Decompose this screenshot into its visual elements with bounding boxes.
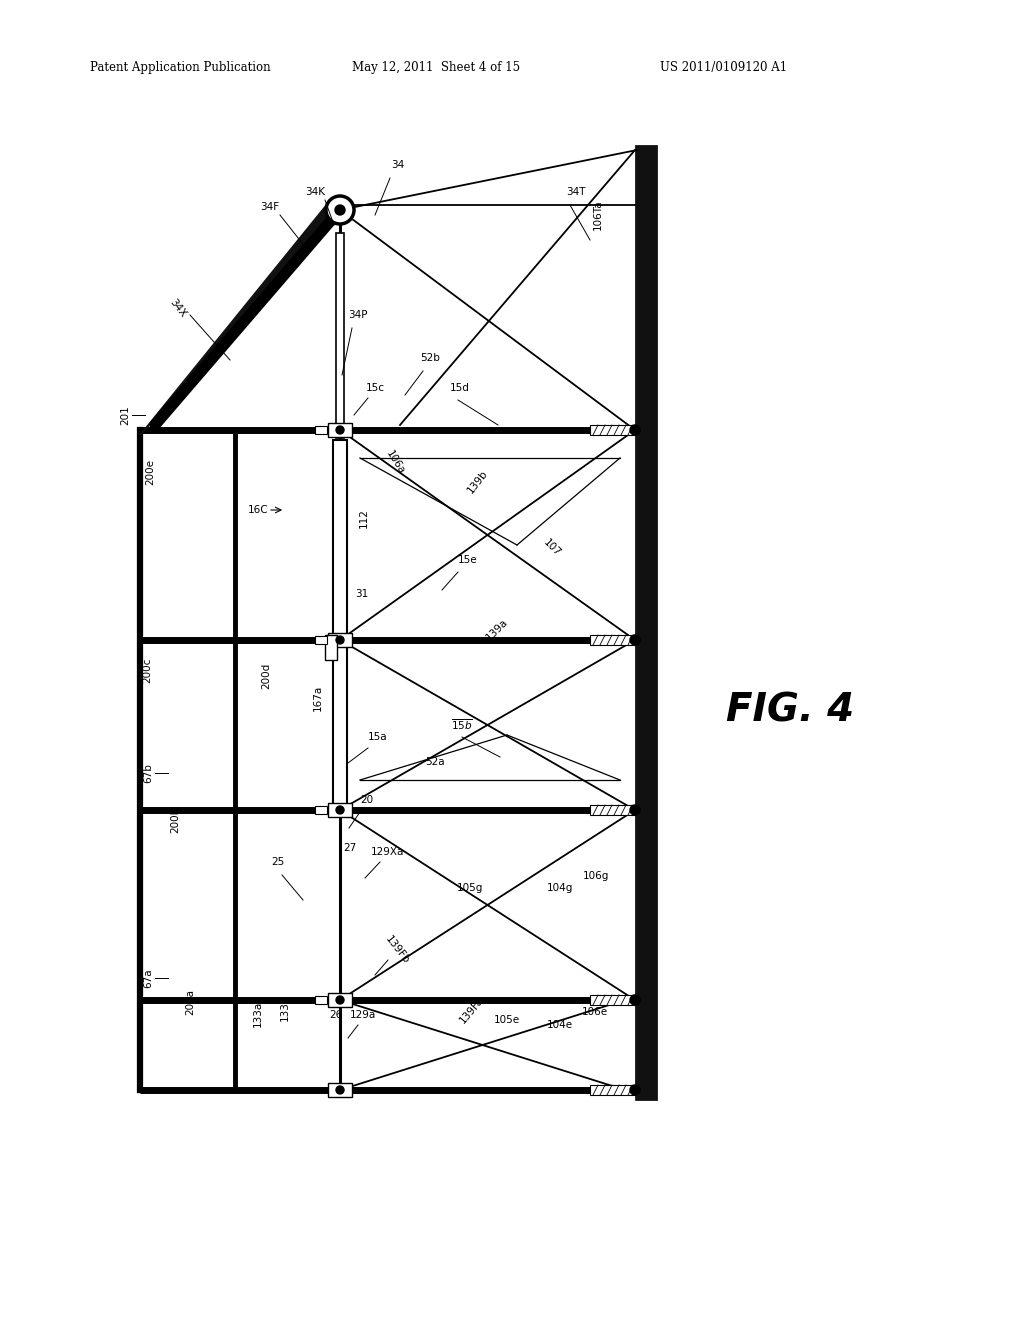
Text: 200c: 200c xyxy=(142,657,152,682)
Bar xyxy=(590,805,635,814)
Circle shape xyxy=(336,636,344,644)
Text: $\overline{15b}$: $\overline{15b}$ xyxy=(452,718,473,733)
Text: 15e: 15e xyxy=(458,554,478,565)
Text: 139a: 139a xyxy=(484,618,510,643)
Text: 67a: 67a xyxy=(143,968,153,987)
Bar xyxy=(590,635,635,645)
Circle shape xyxy=(630,1085,640,1096)
Text: 67b: 67b xyxy=(143,763,153,783)
Text: 200b: 200b xyxy=(170,807,180,833)
Text: 105e: 105e xyxy=(494,1015,520,1026)
Text: 107: 107 xyxy=(542,537,562,558)
Circle shape xyxy=(630,635,640,645)
Text: 34K: 34K xyxy=(305,187,325,197)
Circle shape xyxy=(630,805,640,814)
Text: 167a: 167a xyxy=(313,685,323,711)
Text: 34P: 34P xyxy=(348,310,368,319)
Bar xyxy=(328,634,352,647)
Text: 106e: 106e xyxy=(582,1007,608,1016)
Text: 34T: 34T xyxy=(566,187,586,197)
Text: 15a: 15a xyxy=(369,733,388,742)
Text: 106Ta: 106Ta xyxy=(593,199,603,230)
Polygon shape xyxy=(140,198,340,436)
Text: 31: 31 xyxy=(355,589,369,599)
Bar xyxy=(590,1085,635,1096)
Text: 20: 20 xyxy=(360,795,374,805)
Text: FIG. 4: FIG. 4 xyxy=(726,690,854,729)
Text: 139b: 139b xyxy=(466,469,490,495)
Text: 15d: 15d xyxy=(451,383,470,393)
Text: 129Xa: 129Xa xyxy=(371,847,403,857)
Bar xyxy=(315,636,327,644)
Text: 200a: 200a xyxy=(185,989,195,1015)
Text: 52b: 52b xyxy=(420,352,440,363)
Bar xyxy=(333,440,347,805)
Bar xyxy=(315,807,327,814)
Circle shape xyxy=(630,995,640,1005)
Text: 105g: 105g xyxy=(457,883,483,894)
Text: Patent Application Publication: Patent Application Publication xyxy=(90,62,270,74)
Text: 27: 27 xyxy=(343,843,356,853)
Bar xyxy=(590,995,635,1005)
Text: 104g: 104g xyxy=(547,883,573,894)
Text: 112: 112 xyxy=(359,508,369,528)
Bar xyxy=(590,425,635,436)
Text: US 2011/0109120 A1: US 2011/0109120 A1 xyxy=(660,62,787,74)
Bar xyxy=(635,145,657,1100)
Text: 200d: 200d xyxy=(261,663,271,689)
Text: 201: 201 xyxy=(120,405,130,425)
Text: 106a: 106a xyxy=(384,449,407,475)
Bar xyxy=(315,426,327,434)
Text: 139Fa: 139Fa xyxy=(458,995,485,1026)
Text: 133b: 133b xyxy=(280,995,290,1022)
Text: 139Fb: 139Fb xyxy=(383,935,411,966)
Text: 34X: 34X xyxy=(168,297,188,319)
Text: 26: 26 xyxy=(330,1010,343,1020)
Circle shape xyxy=(630,425,640,436)
Bar xyxy=(328,993,352,1007)
Text: 106g: 106g xyxy=(583,871,609,880)
Circle shape xyxy=(336,1086,344,1094)
Bar xyxy=(336,234,344,438)
Bar xyxy=(328,1082,352,1097)
Text: May 12, 2011  Sheet 4 of 15: May 12, 2011 Sheet 4 of 15 xyxy=(352,62,520,74)
Circle shape xyxy=(336,426,344,434)
Text: 200e: 200e xyxy=(145,459,155,484)
Text: 104e: 104e xyxy=(547,1020,573,1030)
Text: 25: 25 xyxy=(271,857,285,867)
Text: 52a: 52a xyxy=(425,756,444,767)
Text: 34F: 34F xyxy=(260,202,280,213)
Bar xyxy=(328,803,352,817)
Circle shape xyxy=(336,997,344,1005)
Circle shape xyxy=(335,205,345,215)
Circle shape xyxy=(326,195,354,224)
Text: 129a: 129a xyxy=(350,1010,376,1020)
Bar xyxy=(315,997,327,1005)
Text: 133a: 133a xyxy=(253,1001,263,1027)
Text: 34: 34 xyxy=(391,160,404,170)
Bar xyxy=(325,635,337,660)
Text: 15c: 15c xyxy=(366,383,384,393)
Text: 16C: 16C xyxy=(248,506,268,515)
Bar xyxy=(328,422,352,437)
Circle shape xyxy=(336,807,344,814)
